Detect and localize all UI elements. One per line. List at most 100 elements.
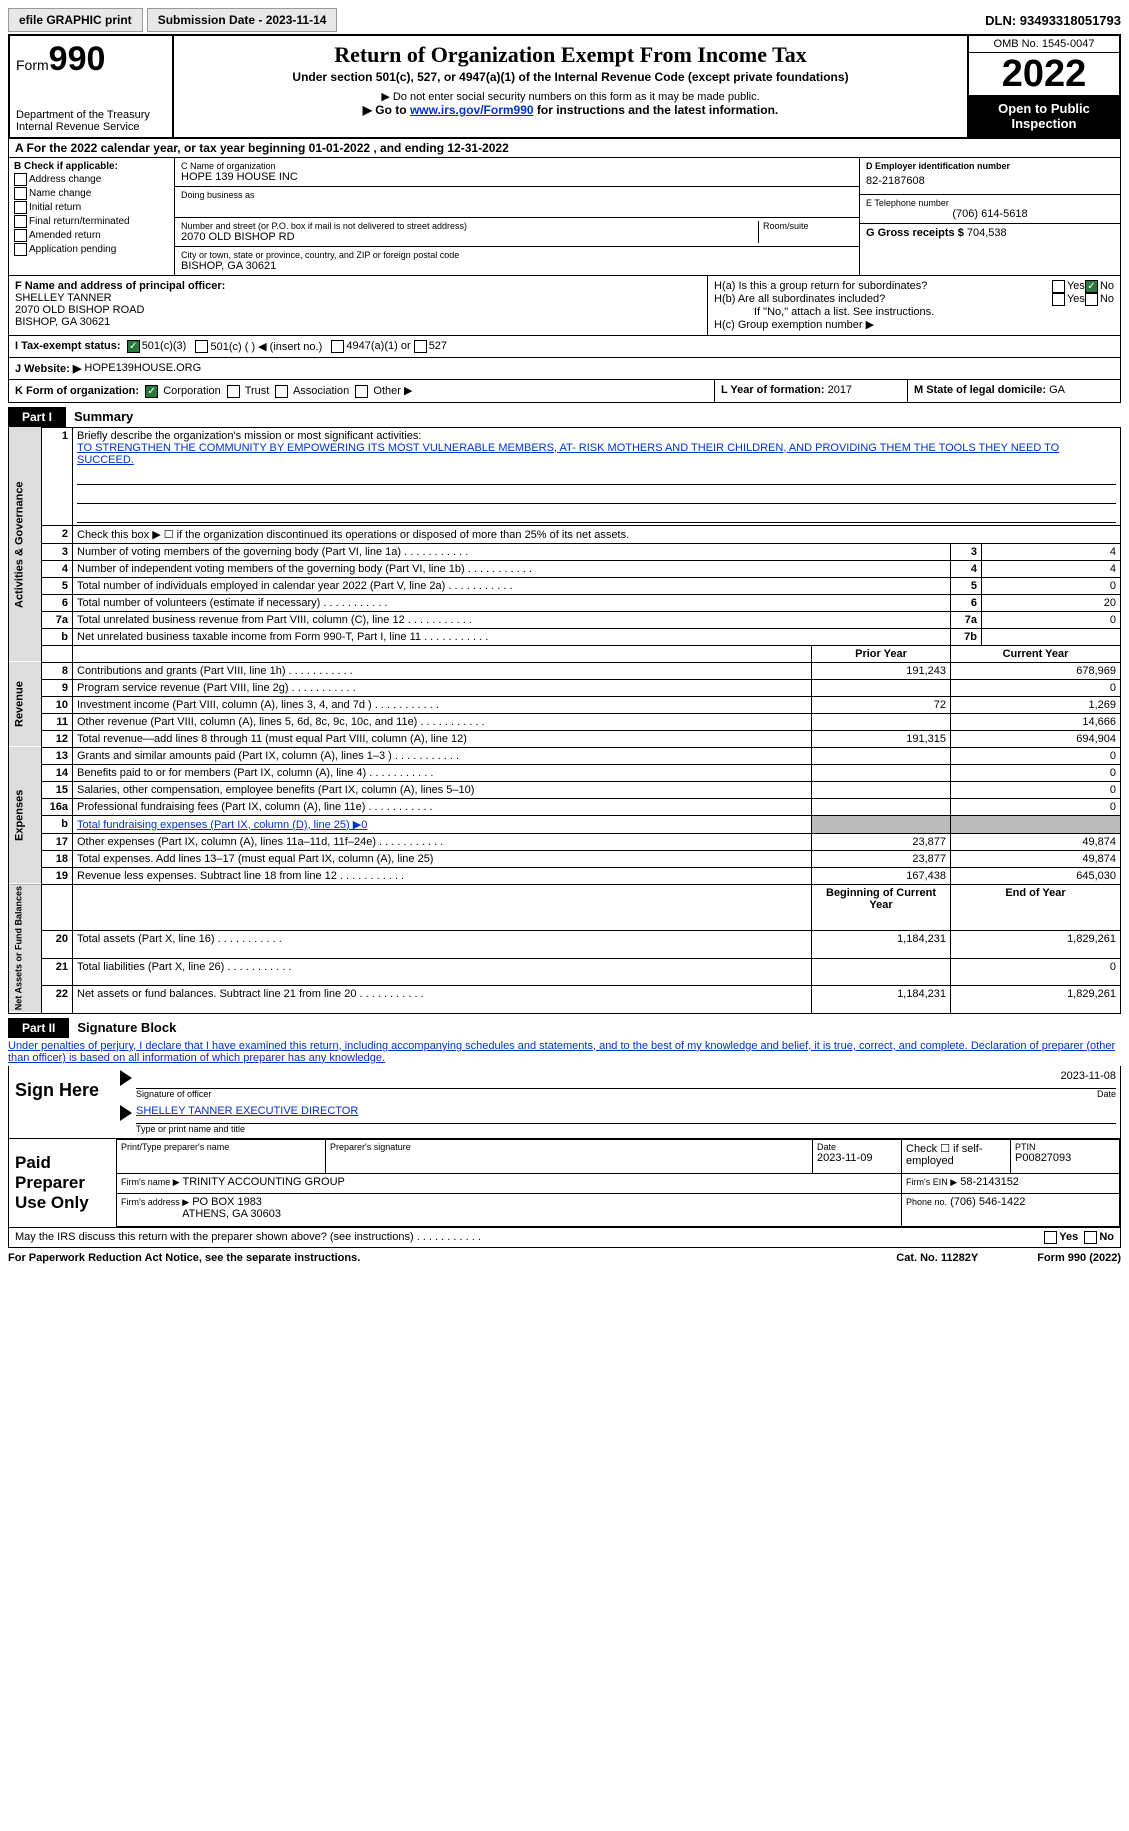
- l-label: L Year of formation:: [721, 384, 825, 396]
- c-name-label: C Name of organization: [181, 161, 853, 171]
- q1: Briefly describe the organization's miss…: [77, 430, 421, 442]
- side-exp: Expenses: [9, 747, 42, 884]
- form-goto: ▶ Go to www.irs.gov/Form990 for instruct…: [178, 103, 963, 117]
- ha-label: H(a) Is this a group return for subordin…: [714, 280, 1052, 293]
- part1-bar: Part I Summary: [8, 407, 1121, 427]
- ptin-label: PTIN: [1015, 1142, 1115, 1152]
- discuss-row: May the IRS discuss this return with the…: [8, 1228, 1121, 1248]
- chk-501c[interactable]: [195, 340, 208, 353]
- chk-assoc[interactable]: [275, 385, 288, 398]
- page-footer: For Paperwork Reduction Act Notice, see …: [8, 1248, 1121, 1264]
- org-name: HOPE 139 HOUSE INC: [181, 171, 853, 183]
- summary-table: Activities & Governance 1Briefly describ…: [8, 427, 1121, 1014]
- declaration: Under penalties of perjury, I declare th…: [8, 1038, 1121, 1066]
- q2: Check this box ▶ ☐ if the organization d…: [73, 525, 1121, 543]
- line-3: 3Number of voting members of the governi…: [9, 543, 1121, 560]
- firm-addr2: ATHENS, GA 30603: [182, 1208, 281, 1220]
- part2-bar: Part II Signature Block: [8, 1018, 1121, 1038]
- chk-initial[interactable]: Initial return: [14, 201, 169, 214]
- type-name-label: Type or print name and title: [136, 1124, 1116, 1134]
- chk-pending[interactable]: Application pending: [14, 243, 169, 256]
- form-number: 990: [49, 40, 106, 78]
- street-label: Number and street (or P.O. box if mail i…: [181, 221, 758, 231]
- officer-addr2: BISHOP, GA 30621: [15, 316, 701, 328]
- hb-label: H(b) Are all subordinates included?: [714, 293, 1052, 306]
- form-subtitle: Under section 501(c), 527, or 4947(a)(1)…: [178, 70, 963, 84]
- chk-corp[interactable]: [145, 385, 158, 398]
- street: 2070 OLD BISHOP RD: [181, 231, 758, 243]
- phone: (706) 614-5618: [866, 208, 1114, 220]
- firm-phone-label: Phone no.: [906, 1197, 947, 1207]
- section-bcd: B Check if applicable: Address change Na…: [8, 158, 1121, 276]
- calendar-year-line: A For the 2022 calendar year, or tax yea…: [8, 139, 1121, 158]
- line-7a: 7aTotal unrelated business revenue from …: [9, 611, 1121, 628]
- firm-addr1: PO BOX 1983: [192, 1196, 262, 1208]
- form-word: Form: [16, 57, 49, 73]
- hdr-end: End of Year: [951, 884, 1121, 931]
- j-label: J Website: ▶: [15, 362, 81, 375]
- prep-date: 2023-11-09: [817, 1152, 897, 1164]
- year-formed: 2017: [828, 384, 852, 396]
- hb-no[interactable]: [1085, 293, 1098, 306]
- firm-ein-label: Firm's EIN ▶: [906, 1177, 957, 1187]
- prep-sig-label: Preparer's signature: [330, 1142, 808, 1152]
- hb-yes[interactable]: [1052, 293, 1065, 306]
- pra-notice: For Paperwork Reduction Act Notice, see …: [8, 1252, 837, 1264]
- form-ref: Form 990 (2022): [1037, 1252, 1121, 1264]
- ha-yes[interactable]: [1052, 280, 1065, 293]
- website: HOPE139HOUSE.ORG: [84, 362, 201, 375]
- f-label: F Name and address of principal officer:: [15, 280, 225, 292]
- self-employed-label: Check ☐ if self-employed: [902, 1139, 1011, 1173]
- line-7b: bNet unrelated business taxable income f…: [9, 628, 1121, 645]
- ha-no[interactable]: [1085, 280, 1098, 293]
- section-klm: K Form of organization: Corporation Trus…: [8, 380, 1121, 403]
- chk-address[interactable]: Address change: [14, 173, 169, 186]
- discuss-yes[interactable]: [1044, 1231, 1057, 1244]
- chk-other[interactable]: [355, 385, 368, 398]
- top-toolbar: efile GRAPHIC print Submission Date - 20…: [8, 8, 1121, 32]
- submission-date-button[interactable]: Submission Date - 2023-11-14: [147, 8, 338, 32]
- gross-receipts: 704,538: [967, 227, 1007, 239]
- k-label: K Form of organization:: [15, 385, 139, 397]
- date-label: Date: [1097, 1089, 1116, 1099]
- efile-button[interactable]: efile GRAPHIC print: [8, 8, 143, 32]
- discuss-no[interactable]: [1084, 1231, 1097, 1244]
- firm-ein: 58-2143152: [960, 1176, 1019, 1188]
- chk-name[interactable]: Name change: [14, 187, 169, 200]
- tax-year: 2022: [969, 53, 1119, 95]
- side-rev: Revenue: [9, 662, 42, 747]
- chk-final[interactable]: Final return/terminated: [14, 215, 169, 228]
- city-label: City or town, state or province, country…: [181, 250, 853, 260]
- firm-addr-label: Firm's address ▶: [121, 1197, 189, 1207]
- line-6: 6Total number of volunteers (estimate if…: [9, 594, 1121, 611]
- section-i: I Tax-exempt status: 501(c)(3) 501(c) ( …: [8, 336, 1121, 358]
- chk-amended[interactable]: Amended return: [14, 229, 169, 242]
- domicile: GA: [1049, 384, 1065, 396]
- officer-name: SHELLEY TANNER: [15, 292, 701, 304]
- form-title: Return of Organization Exempt From Incom…: [178, 42, 963, 68]
- inspection-label: Open to Public Inspection: [969, 95, 1119, 137]
- form-header: Form990 Department of the Treasury Inter…: [8, 34, 1121, 139]
- line-4: 4Number of independent voting members of…: [9, 560, 1121, 577]
- chk-4947[interactable]: [331, 340, 344, 353]
- part2-title: Signature Block: [69, 1020, 176, 1035]
- chk-trust[interactable]: [227, 385, 240, 398]
- section-fh: F Name and address of principal officer:…: [8, 276, 1121, 336]
- officer-addr1: 2070 OLD BISHOP ROAD: [15, 304, 701, 316]
- chk-501c3[interactable]: [127, 340, 140, 353]
- sig-date: 2023-11-08: [1061, 1070, 1116, 1088]
- dln-label: DLN: 93493318051793: [985, 13, 1121, 28]
- signature-block: Sign Here 2023-11-08Signature of officer…: [8, 1066, 1121, 1228]
- part1-tab: Part I: [8, 407, 66, 427]
- m-label: M State of legal domicile:: [914, 384, 1046, 396]
- ptin: P00827093: [1015, 1152, 1115, 1164]
- irs-link[interactable]: www.irs.gov/Form990: [410, 103, 534, 117]
- irs-label: Internal Revenue Service: [16, 121, 166, 133]
- dba-label: Doing business as: [181, 190, 853, 200]
- chk-527[interactable]: [414, 340, 427, 353]
- city: BISHOP, GA 30621: [181, 260, 853, 272]
- hdr-curr: Current Year: [951, 645, 1121, 662]
- hdr-prior: Prior Year: [812, 645, 951, 662]
- firm-name: TRINITY ACCOUNTING GROUP: [183, 1176, 345, 1188]
- omb-label: OMB No. 1545-0047: [969, 36, 1119, 53]
